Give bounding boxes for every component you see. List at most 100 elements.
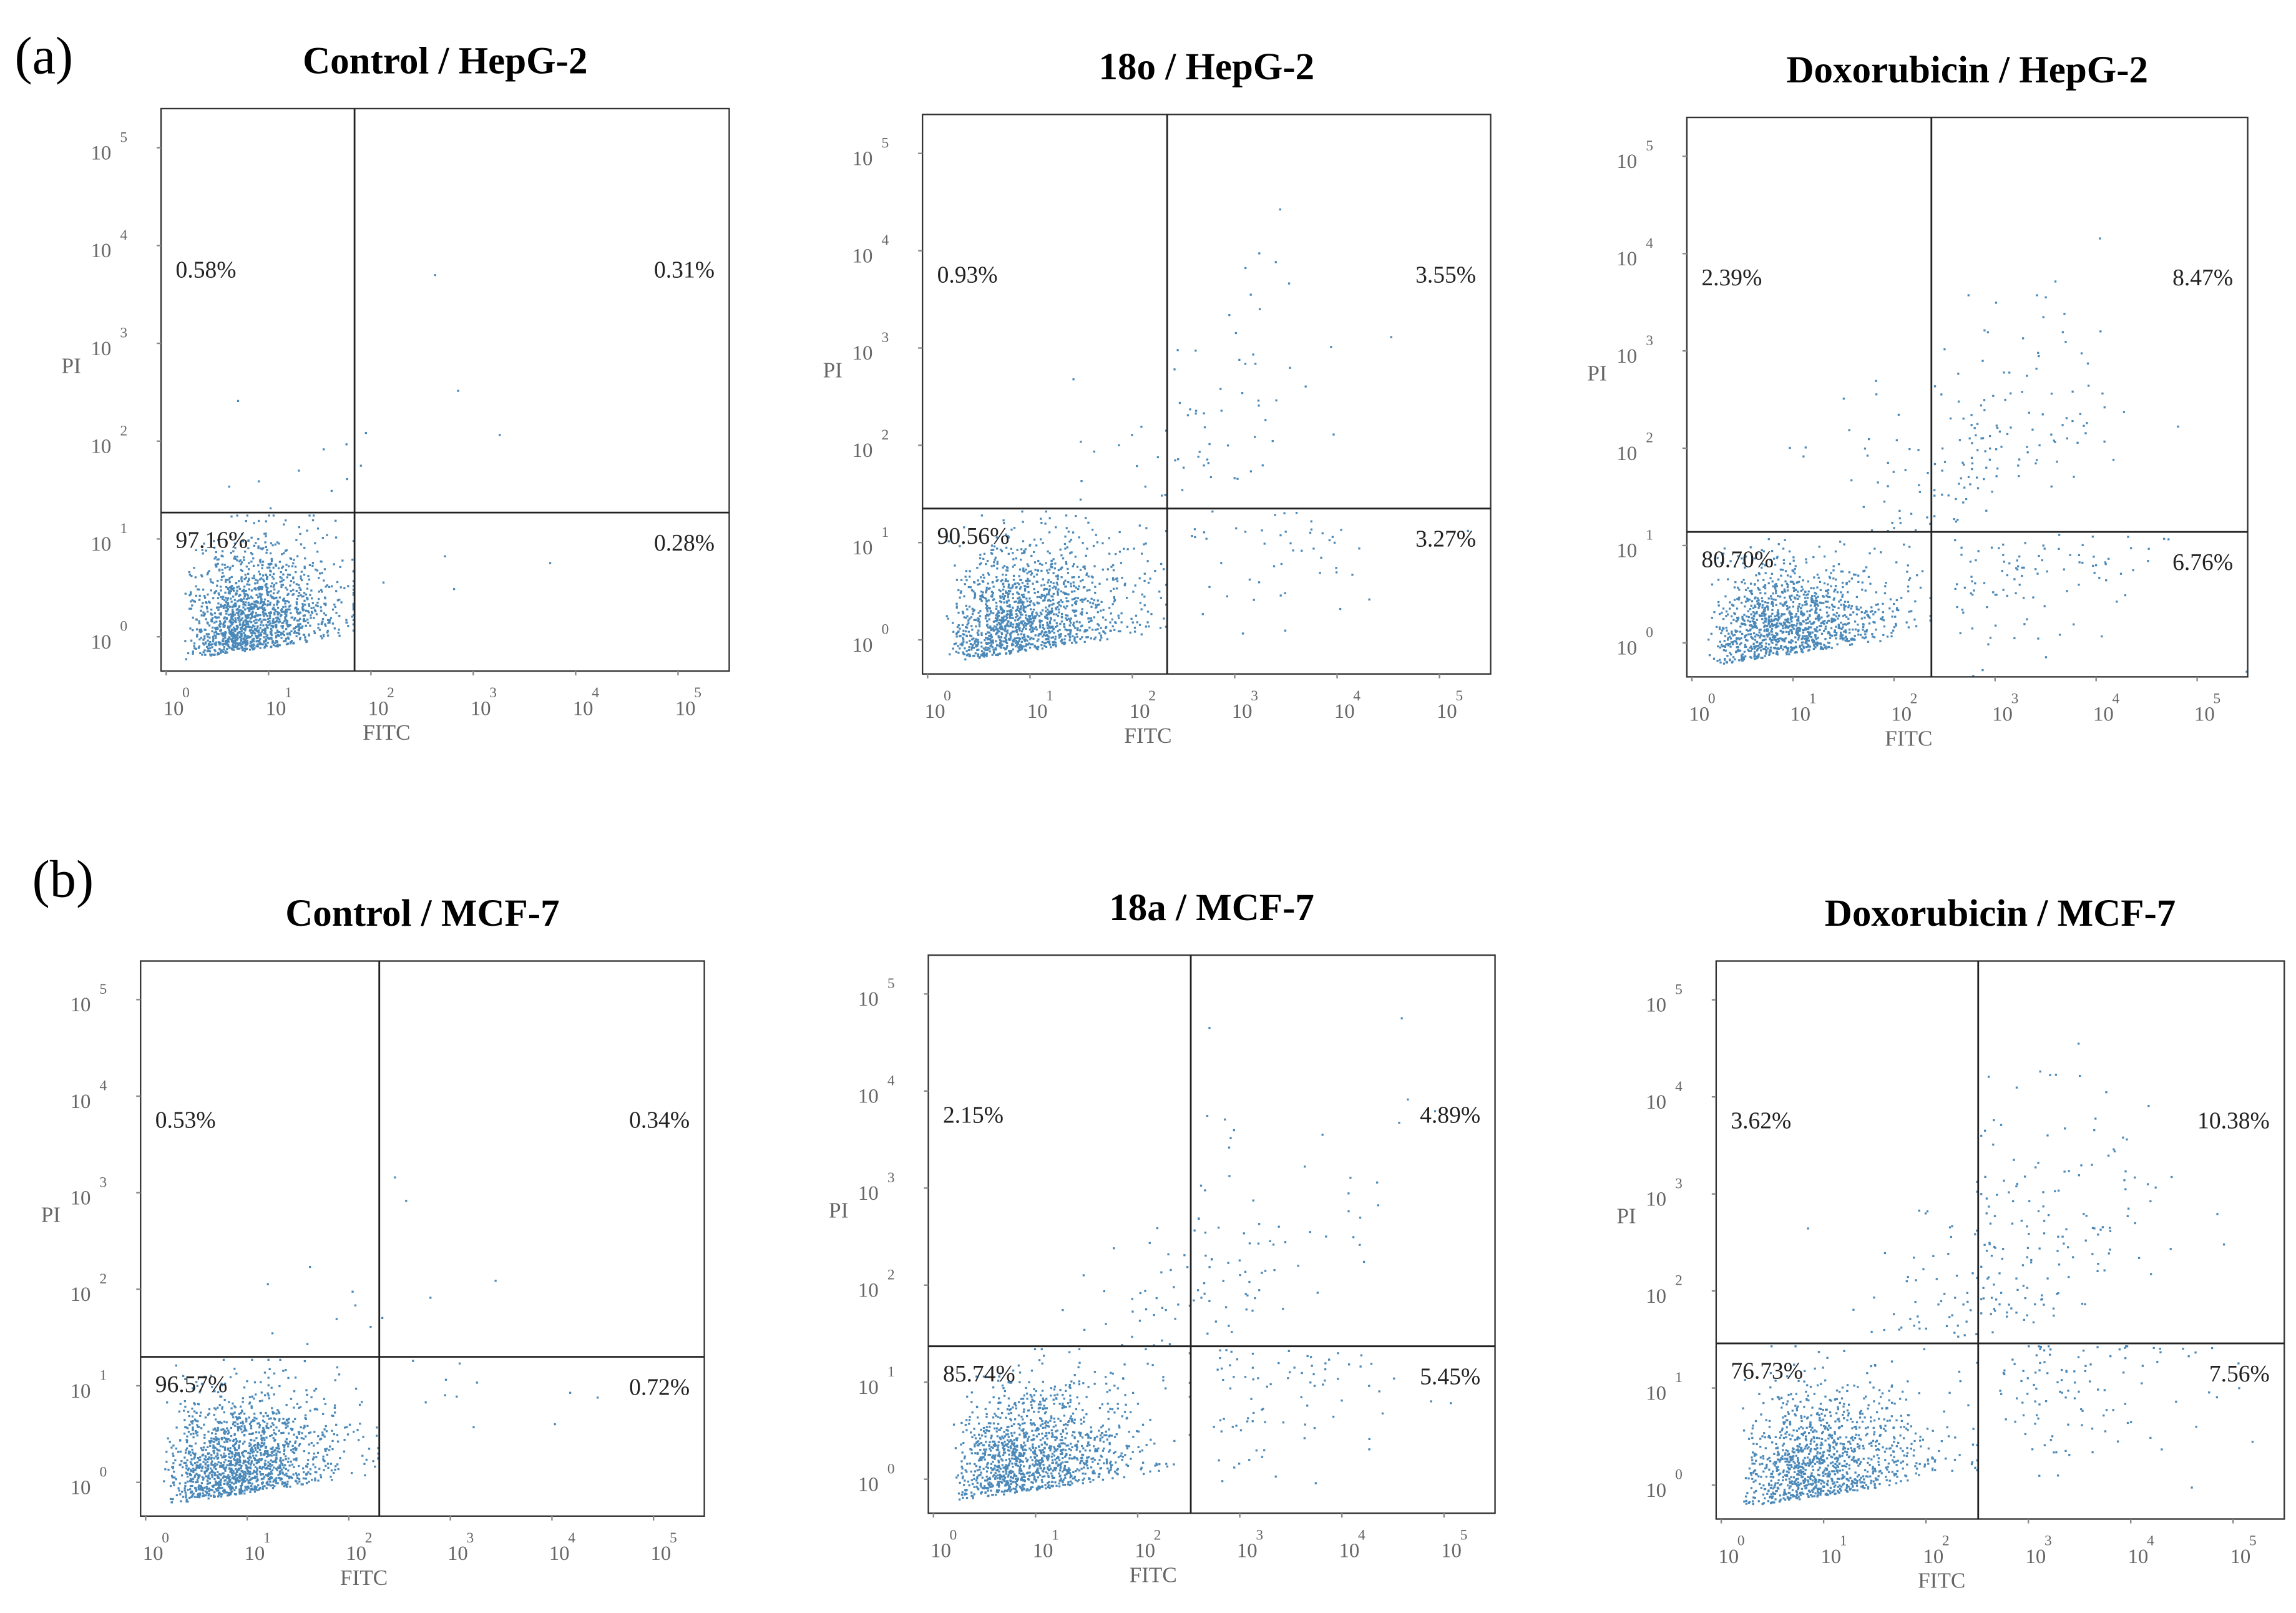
- cell-event: [1074, 627, 1077, 629]
- cell-event: [331, 622, 335, 625]
- cell-event: [1006, 610, 1009, 612]
- cell-event: [218, 568, 221, 571]
- cell-event: [1024, 606, 1027, 609]
- cell-event: [261, 605, 263, 608]
- cell-event: [240, 609, 242, 612]
- cell-event: [985, 599, 988, 602]
- cell-event: [1024, 638, 1027, 640]
- cell-event: [276, 619, 278, 622]
- cell-event: [999, 595, 1002, 597]
- cell-event: [346, 1426, 348, 1428]
- cell-event: [1279, 594, 1282, 597]
- cell-event: [320, 635, 322, 637]
- cell-event: [234, 605, 237, 608]
- cell-event: [1754, 650, 1756, 654]
- cell-event: [223, 1433, 226, 1435]
- cell-event: [2078, 561, 2081, 564]
- cell-event: [1002, 586, 1005, 588]
- cell-event: [1895, 439, 1898, 441]
- cell-event: [994, 556, 997, 559]
- cell-event: [327, 622, 330, 624]
- cell-event: [265, 586, 268, 589]
- cell-event: [1804, 604, 1807, 606]
- cell-event: [2103, 440, 2106, 443]
- cell-event: [1761, 614, 1763, 617]
- cell-event: [278, 620, 281, 623]
- cell-event: [296, 555, 299, 557]
- cell-event: [1244, 531, 1247, 533]
- cell-event: [271, 1422, 274, 1424]
- cell-event: [352, 592, 355, 594]
- cell-event: [1002, 573, 1004, 576]
- cell-event: [303, 546, 306, 549]
- cell-event: [1776, 619, 1779, 621]
- cell-event: [1041, 647, 1044, 650]
- cell-event: [1072, 378, 1075, 381]
- cell-event: [996, 618, 999, 620]
- cell-event: [1062, 581, 1065, 584]
- cell-event: [978, 582, 981, 586]
- cell-event: [2147, 547, 2150, 550]
- cell-event: [246, 593, 248, 596]
- cell-event: [979, 557, 982, 559]
- cell-event: [207, 571, 210, 574]
- cell-event: [1768, 632, 1771, 634]
- cell-event: [185, 1498, 188, 1501]
- cell-event: [1058, 629, 1061, 631]
- cell-event: [246, 640, 249, 642]
- cell-event: [1162, 568, 1165, 571]
- cell-event: [1048, 599, 1051, 601]
- cell-event: [1038, 596, 1041, 599]
- cell-event: [328, 619, 331, 622]
- cell-event: [1783, 613, 1786, 615]
- cell-event: [1046, 634, 1048, 637]
- cell-event: [242, 601, 245, 604]
- cell-event: [1067, 600, 1070, 602]
- cell-event: [977, 629, 980, 632]
- cell-event: [285, 600, 287, 602]
- cell-event: [332, 1414, 335, 1418]
- cell-event: [2006, 574, 2009, 577]
- cell-event: [1097, 599, 1099, 602]
- cell-event: [1209, 476, 1212, 479]
- x-tick-exponent: 5: [1455, 688, 1463, 704]
- cell-event: [298, 1473, 300, 1476]
- cell-event: [990, 628, 993, 631]
- cell-event: [1883, 592, 1887, 595]
- cell-event: [1244, 363, 1247, 365]
- cell-event: [1737, 649, 1739, 651]
- cell-event: [1729, 653, 1732, 656]
- cell-event: [299, 532, 301, 536]
- cell-event: [1004, 627, 1007, 630]
- cell-event: [213, 634, 216, 637]
- cell-event: [207, 647, 210, 650]
- cell-event: [270, 594, 272, 597]
- cell-event: [299, 612, 302, 614]
- cell-event: [1929, 522, 1932, 525]
- cell-event: [1007, 599, 1010, 602]
- cell-event: [1763, 625, 1766, 628]
- cell-event: [228, 485, 230, 488]
- cell-event: [1037, 648, 1039, 650]
- cell-event: [1740, 622, 1743, 625]
- cell-event: [1000, 622, 1002, 625]
- cell-event: [1208, 443, 1211, 446]
- cell-event: [1894, 615, 1897, 618]
- cell-event: [255, 594, 258, 596]
- cell-event: [1807, 622, 1809, 624]
- cell-event: [969, 639, 971, 642]
- cell-event: [1097, 623, 1099, 625]
- cell-event: [1834, 630, 1836, 633]
- cell-event: [1908, 610, 1910, 613]
- cell-event: [1764, 592, 1767, 595]
- cell-event: [240, 632, 243, 635]
- cell-event: [1960, 477, 1962, 479]
- cell-event: [224, 591, 227, 594]
- cell-event: [980, 650, 984, 652]
- cell-event: [1781, 638, 1784, 641]
- cell-event: [1776, 640, 1779, 644]
- cell-event: [1072, 584, 1075, 587]
- cell-event: [1253, 599, 1255, 601]
- cell-event: [978, 623, 981, 625]
- cell-event: [256, 627, 259, 629]
